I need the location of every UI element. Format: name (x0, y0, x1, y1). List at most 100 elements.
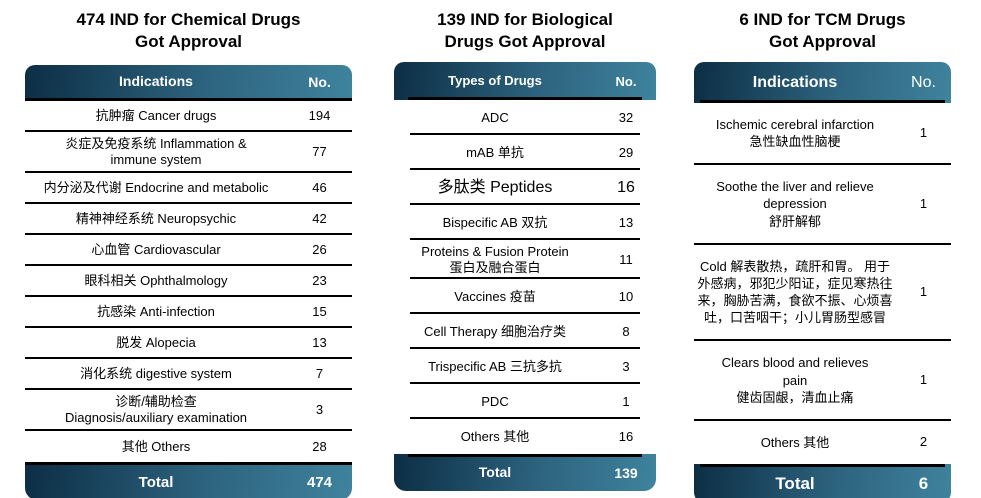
header-types-of-drugs: Types of Drugs (448, 73, 542, 89)
row-label: ADC (481, 109, 509, 125)
table-row: 炎症及免疫系统 Inflammation & immune system 77 (25, 132, 352, 174)
tcm-drugs-title: 6 IND for TCM Drugs Got Approval (739, 10, 906, 51)
table-header: Indications No. (25, 65, 352, 101)
table-row: PDC 1 (394, 384, 656, 420)
row-label: Others 其他 (460, 428, 530, 444)
row-label: 炎症及免疫系统 Inflammation & immune system (65, 136, 247, 167)
chemical-drugs-title: 474 IND for Chemical Drugs Got Approval (76, 10, 301, 51)
table-body: 抗肿瘤 Cancer drugs 194 炎症及免疫系统 Inflammation … (25, 101, 352, 463)
row-value: 23 (312, 273, 327, 289)
row-value: 8 (622, 324, 630, 340)
row-value: 3 (622, 359, 630, 375)
row-label: 眼科相关 Ophthalmology (84, 272, 228, 288)
row-label: 心血管 Cardiovascular (91, 241, 221, 257)
total-row: Total 474 (25, 462, 352, 498)
table-row: 脱发 Alopecia 13 (25, 328, 352, 360)
table-row: Cold 解表散热，疏肝和胃。 用于外感病，邪犯少阳证，症见寒热往来，胸胁苦满，… (694, 244, 951, 342)
biological-drugs-title: 139 IND for Biological Drugs Got Approva… (437, 10, 613, 51)
row-label: Bispecific AB 双抗 (442, 214, 548, 230)
row-value: 10 (618, 289, 634, 305)
table-header: Types of Drugs No. (394, 62, 656, 100)
row-label: 消化系统 digestive system (80, 365, 232, 381)
table-row: Clears blood and relieves pain 健齿固龈，清血止痛… (694, 341, 951, 421)
row-label: 内分泌及代谢 Endocrine and metabolic (43, 179, 269, 195)
table-row: Ischemic cerebral infarction 急性缺血性脑梗 1 (694, 103, 951, 166)
row-value: 7 (315, 366, 324, 382)
row-label: PDC (481, 393, 509, 409)
table-body: Ischemic cerebral infarction 急性缺血性脑梗 1 Soo… (694, 103, 951, 465)
total-label: Total (478, 464, 512, 481)
table-body: ADC 32 mAB 单抗 29 多肽类 Peptides 16 Bispecific AB… (394, 100, 656, 455)
table-row: Soothe the liver and relieve depression … (694, 165, 951, 245)
row-value: 1 (622, 394, 630, 410)
row-value: 16 (618, 429, 634, 445)
row-label: 脱发 Alopecia (116, 334, 196, 350)
table-row: 心血管 Cardiovascular 26 (25, 235, 352, 267)
table-row: 精神神经系统 Neuropsychic 42 (25, 204, 352, 236)
row-label: 精神神经系统 Neuropsychic (75, 210, 237, 226)
chemical-drugs-table: Indications No. 抗肿瘤 Cancer drugs 194 炎症及免疫… (25, 65, 352, 498)
table-row: 内分泌及代谢 Endocrine and metabolic 46 (25, 173, 352, 205)
table-row: Vaccines 疫苗 10 (394, 279, 656, 315)
biological-drugs-table: Types of Drugs No. ADC 32 mAB 单抗 29 多肽类 Pept… (394, 62, 656, 492)
tcm-drugs-table: Indications No. Ischemic cerebral infarc… (694, 62, 951, 498)
table-row: Others 其他 16 (394, 419, 656, 455)
header-no: No. (615, 73, 637, 89)
row-label: Others 其他 (760, 434, 830, 450)
row-value: 1 (919, 195, 928, 211)
row-label: Proteins & Fusion Protein 蛋白及融合蛋白 (421, 244, 569, 275)
row-value: 26 (312, 242, 327, 258)
total-value: 139 (614, 464, 638, 481)
row-value: 13 (312, 335, 327, 351)
row-value: 11 (619, 252, 633, 268)
table-row: Trispecific AB 三抗多抗 3 (394, 349, 656, 385)
row-value: 1 (919, 283, 928, 299)
row-value: 32 (618, 110, 634, 125)
row-label: Soothe the liver and relieve depression … (716, 179, 874, 229)
table-row: 抗感染 Anti-infection 15 (25, 297, 352, 329)
row-value: 77 (312, 144, 327, 160)
table-row: 抗肿瘤 Cancer drugs 194 (25, 101, 352, 132)
row-label: Trispecific AB 三抗多抗 (428, 358, 562, 374)
table-header: Indications No. (694, 62, 951, 103)
row-value: 29 (618, 145, 634, 160)
row-label: 其他 Others (121, 439, 191, 455)
table-row: 消化系统 digestive system 7 (25, 359, 352, 391)
table-row: 眼科相关 Ophthalmology 23 (25, 266, 352, 298)
row-value: 15 (312, 304, 327, 320)
row-value: 2 (919, 434, 928, 449)
row-label: Cell Therapy 细胞治疗类 (423, 323, 567, 339)
row-label: Ischemic cerebral infarction 急性缺血性脑梗 (715, 117, 875, 150)
row-label: 抗感染 Anti-infection (97, 303, 215, 319)
row-value: 194 (308, 108, 331, 123)
header-indications: Indications (752, 73, 838, 91)
total-value: 474 (306, 474, 333, 492)
tcm-drugs-panel: 6 IND for TCM Drugs Got Approval Indicat… (694, 0, 951, 498)
total-label: Total (138, 473, 174, 491)
row-label: Cold 解表散热，疏肝和胃。 用于外感病，邪犯少阳证，症见寒热往来，胸胁苦满，… (697, 258, 893, 326)
table-row: Cell Therapy 细胞治疗类 8 (394, 314, 656, 350)
row-label: 抗肿瘤 Cancer drugs (95, 107, 217, 123)
row-label: Vaccines 疫苗 (454, 288, 536, 304)
table-row: 诊断/辅助检查 Diagnosis/auxiliary examination 3 (25, 390, 352, 432)
header-indications: Indications (119, 73, 193, 90)
table-row: 其他 Others 28 (25, 431, 352, 463)
row-value: 46 (312, 180, 327, 196)
table-row: mAB 单抗 29 (394, 135, 656, 170)
table-row: Bispecific AB 双抗 13 (394, 205, 656, 240)
row-value: 1 (919, 124, 928, 140)
row-label: 诊断/辅助检查 Diagnosis/auxiliary examination (64, 394, 248, 425)
total-value: 6 (918, 474, 929, 494)
row-value: 13 (618, 215, 634, 230)
row-value: 42 (312, 211, 327, 227)
table-row: 多肽类 Peptides 16 (394, 170, 656, 205)
total-row: Total 139 (394, 454, 656, 492)
row-label: Clears blood and relieves pain 健齿固龈，清血止痛 (721, 355, 869, 405)
table-row: Proteins & Fusion Protein 蛋白及融合蛋白 11 (394, 240, 656, 280)
biological-drugs-panel: 139 IND for Biological Drugs Got Approva… (394, 0, 656, 492)
table-row: ADC 32 (394, 100, 656, 135)
chemical-drugs-panel: 474 IND for Chemical Drugs Got Approval … (25, 0, 352, 498)
total-label: Total (775, 473, 815, 493)
table-row: Others 其他 2 (694, 420, 951, 465)
total-row: Total 6 (694, 464, 951, 498)
